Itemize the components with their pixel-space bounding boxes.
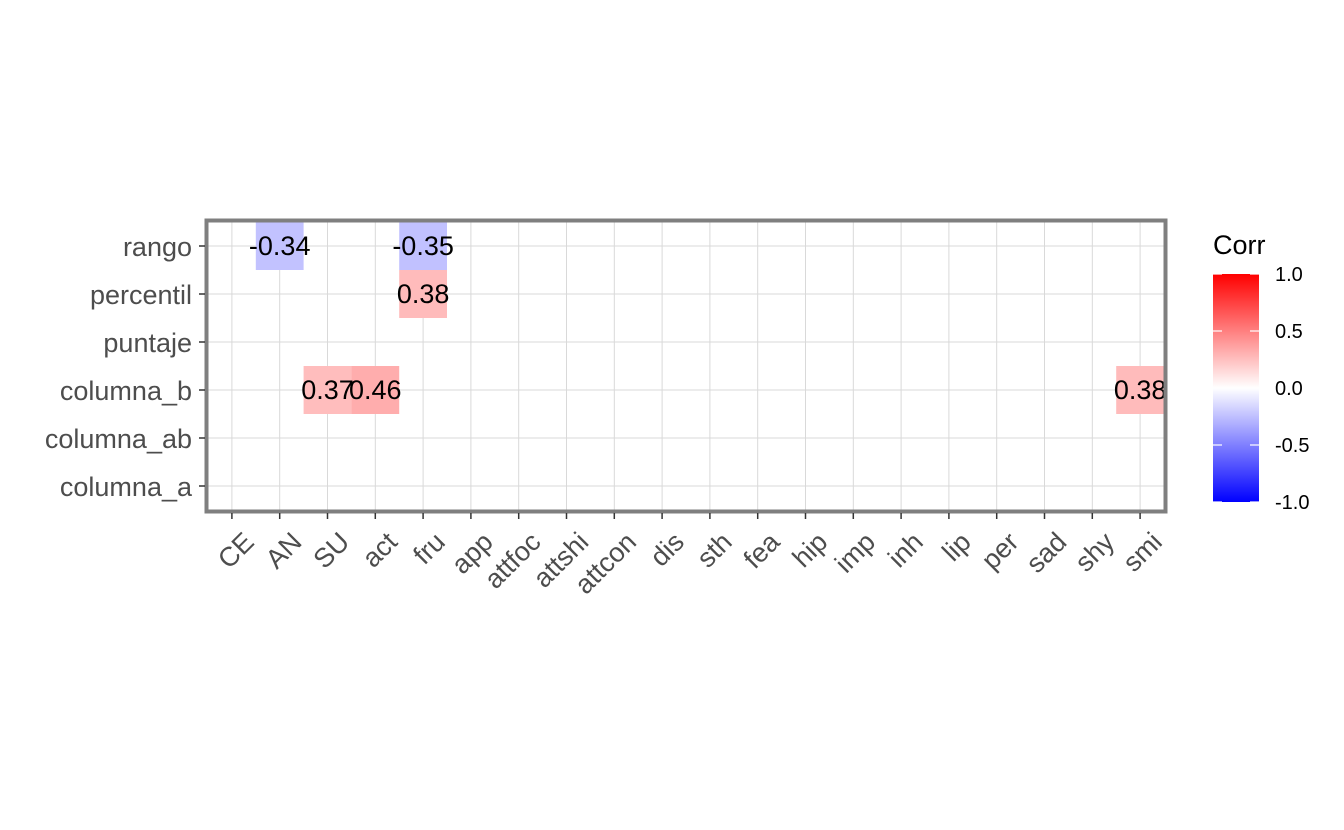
x-tick-label: AN [260, 527, 308, 575]
cell-value-label: 0.38 [1114, 375, 1167, 405]
x-tick-label: fru [407, 527, 450, 570]
legend-tick-label: 0.5 [1275, 321, 1303, 343]
y-tick-label: columna_a [60, 472, 193, 502]
y-tick-label: columna_b [60, 376, 192, 406]
panel-border [204, 218, 1168, 514]
cell-value-label: -0.35 [392, 231, 454, 261]
legend-tick-label: -0.5 [1275, 435, 1309, 457]
x-tick-label: shy [1069, 526, 1120, 577]
x-tick-label: sth [691, 527, 738, 574]
heatmap-cell [351, 366, 400, 414]
x-tick-label: lip [936, 527, 976, 567]
grid-lines [208, 222, 1164, 510]
heatmap-cells [255, 222, 1164, 414]
legend-tick-label: -1.0 [1275, 492, 1309, 514]
heatmap-cell [399, 270, 447, 318]
heatmap-cell [399, 222, 447, 270]
x-tick-label: dis [644, 527, 690, 573]
cell-value-labels: -0.34 -0.35 0.38 0.370.46 0.38 [249, 231, 1166, 405]
cell-value-label: 0.46 [349, 375, 402, 405]
x-tick-label: smi [1117, 527, 1168, 578]
x-tick-label: attfoc [479, 527, 547, 595]
legend-title: Corr [1213, 230, 1266, 260]
x-tick-label: act [356, 526, 403, 573]
legend-tick-label: 0.0 [1275, 378, 1303, 400]
heatmap-cell [1116, 366, 1164, 414]
x-tick-label: SU [308, 527, 356, 575]
color-legend: Corr 1.0 0.5 0.0 -0.5 -1.0 [1213, 230, 1309, 514]
y-tick-label: rango [123, 232, 192, 262]
legend-ticks: 1.0 0.5 0.0 -0.5 -1.0 [1213, 264, 1309, 514]
y-tick-label: columna_ab [45, 424, 192, 454]
x-tick-label: hip [787, 527, 834, 574]
x-tick-label: inh [882, 527, 929, 574]
x-tick-label: CE [212, 527, 260, 575]
heatmap-cell [255, 222, 304, 270]
cell-value-label: -0.34 [249, 231, 311, 261]
x-tick-label: imp [829, 527, 881, 579]
legend-tick-label: 1.0 [1275, 264, 1303, 286]
cell-value-label: 0.38 [397, 279, 450, 309]
x-tick-label: fea [738, 526, 786, 574]
heatmap-cell [303, 366, 352, 414]
x-tick-label: sad [1020, 527, 1072, 579]
cell-value-label: 0.37 [301, 375, 354, 405]
y-tick-label: percentil [90, 280, 192, 310]
x-tick-label: per [976, 527, 1025, 576]
y-axis: rango percentil puntaje columna_b columna_ab… [45, 232, 205, 502]
y-tick-label: puntaje [103, 328, 192, 358]
